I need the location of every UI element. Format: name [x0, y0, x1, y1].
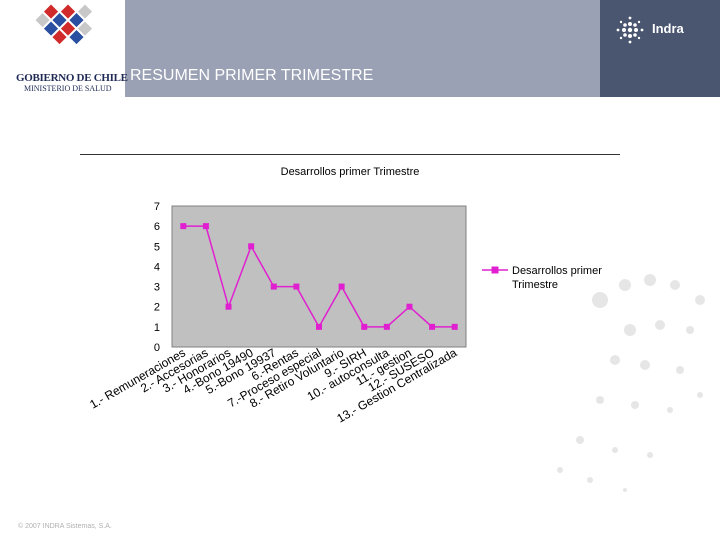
chart-title: Desarrollos primer Trimestre: [281, 166, 420, 178]
y-tick-label: 5: [154, 241, 160, 253]
data-point: [270, 283, 277, 290]
y-tick-label: 1: [154, 322, 160, 334]
y-tick-label: 2: [154, 302, 160, 314]
government-logo-icon: [35, 4, 93, 45]
data-point: [338, 283, 345, 290]
data-point: [180, 223, 187, 230]
chart-legend: Desarrollos primer Trimestre: [482, 265, 602, 291]
brand-name: Indra: [652, 21, 684, 36]
data-point: [248, 243, 255, 250]
legend-marker: [491, 266, 499, 274]
y-tick-label: 0: [154, 342, 160, 354]
ministry-subtitle: MINISTERIO DE SALUD: [24, 84, 112, 93]
data-point: [429, 323, 436, 330]
legend-label-line1: Desarrollos primer: [512, 265, 602, 277]
data-point: [316, 323, 322, 330]
government-logo-panel: GOBIERNO DE CHILE MINISTERIO DE SALUD: [0, 0, 128, 97]
y-tick-label: 6: [154, 221, 160, 233]
brand-panel: [600, 0, 720, 97]
y-tick-label: 4: [154, 261, 160, 273]
slide-title: RESUMEN PRIMER TRIMESTRE: [130, 67, 374, 84]
plot-area: [171, 205, 467, 348]
data-point: [202, 223, 209, 230]
data-point: [406, 303, 413, 310]
data-point: [293, 283, 300, 290]
data-point: [451, 323, 458, 330]
data-point: [361, 323, 368, 330]
data-point: [225, 303, 232, 310]
title-divider: [80, 154, 620, 155]
data-point: [383, 323, 390, 330]
y-tick-label: 3: [154, 282, 160, 294]
footer-copyright: © 2007 INDRA Sistemas, S.A.: [18, 523, 112, 530]
y-tick-label: 7: [154, 201, 160, 213]
legend-label-line2: Trimestre: [512, 279, 558, 291]
government-title: GOBIERNO DE CHILE: [16, 72, 128, 84]
indra-logo-icon: [616, 16, 644, 44]
